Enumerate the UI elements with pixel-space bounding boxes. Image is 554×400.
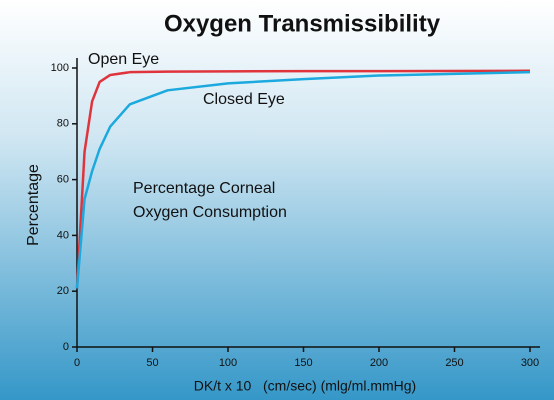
series-label: Closed Eye — [203, 91, 285, 108]
series-label: Open Eye — [88, 51, 159, 68]
series-line — [75, 70, 531, 289]
y-tick-label: 40 — [57, 229, 69, 241]
y-axis-label: Percentage — [25, 164, 42, 246]
x-axis-label: DK/t x 10 (cm/sec) (mlg/ml.mmHg) — [194, 378, 416, 394]
x-tick-label: 300 — [521, 357, 539, 369]
x-tick-label: 100 — [219, 357, 237, 369]
y-tick-label: 60 — [57, 174, 69, 186]
x-tick-label: 250 — [445, 357, 463, 369]
y-tick-label: 20 — [57, 285, 69, 297]
x-tick-label: 200 — [370, 357, 388, 369]
x-tick-label: 150 — [294, 357, 312, 369]
y-tick-label: 0 — [63, 341, 69, 353]
annotation: Oxygen Consumption — [133, 204, 287, 221]
y-tick-label: 100 — [51, 62, 69, 74]
annotation: Percentage Corneal — [133, 180, 275, 197]
series-line — [75, 69, 531, 289]
x-tick-label: 50 — [146, 357, 158, 369]
x-tick-label: 0 — [74, 357, 80, 369]
chart-title: Oxygen Transmissibility — [164, 10, 441, 37]
y-tick-label: 80 — [57, 118, 69, 130]
